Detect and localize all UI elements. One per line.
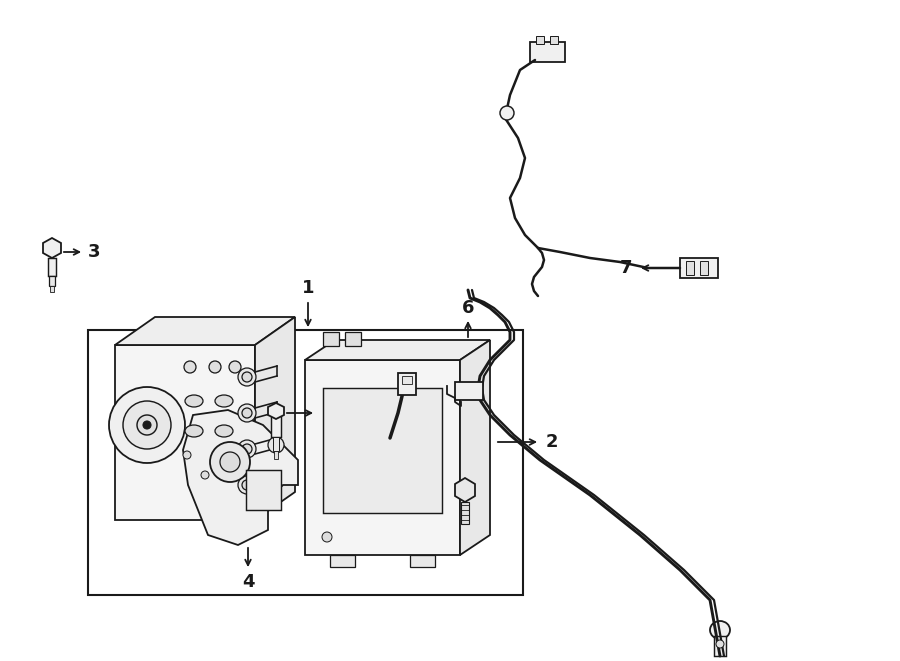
Bar	[305, 360, 460, 555]
Polygon shape	[255, 317, 295, 520]
Polygon shape	[455, 478, 475, 502]
Bar	[714, 636, 726, 656]
Ellipse shape	[185, 395, 203, 407]
Circle shape	[238, 440, 256, 458]
Bar	[402, 376, 412, 384]
Bar	[410, 555, 435, 567]
Bar	[330, 555, 355, 567]
Bar	[550, 36, 558, 44]
Text: 4: 4	[242, 573, 254, 591]
Bar	[88, 330, 523, 595]
Polygon shape	[115, 317, 295, 345]
Bar	[274, 451, 278, 459]
Ellipse shape	[710, 621, 730, 639]
Bar	[680, 258, 718, 278]
Circle shape	[109, 387, 185, 463]
Circle shape	[238, 476, 256, 494]
Bar	[49, 276, 55, 286]
Bar	[686, 261, 694, 275]
Circle shape	[242, 408, 252, 418]
Circle shape	[238, 404, 256, 422]
Circle shape	[201, 471, 209, 479]
Circle shape	[500, 106, 514, 120]
Circle shape	[184, 361, 196, 373]
Polygon shape	[305, 340, 490, 360]
Bar	[323, 332, 339, 346]
Circle shape	[242, 480, 252, 490]
Circle shape	[123, 401, 171, 449]
Bar	[115, 345, 255, 520]
Circle shape	[268, 437, 284, 453]
Ellipse shape	[185, 425, 203, 437]
Polygon shape	[183, 410, 298, 545]
Text: 5: 5	[322, 404, 334, 422]
Bar	[536, 36, 544, 44]
Circle shape	[137, 415, 157, 435]
Polygon shape	[460, 340, 490, 555]
Circle shape	[238, 368, 256, 386]
Circle shape	[242, 444, 252, 454]
Polygon shape	[268, 403, 284, 419]
Circle shape	[716, 640, 724, 648]
Bar	[345, 332, 361, 346]
Bar	[246, 470, 281, 510]
Circle shape	[229, 361, 241, 373]
Text: 6: 6	[462, 299, 474, 317]
Circle shape	[210, 442, 250, 482]
Circle shape	[209, 361, 221, 373]
Ellipse shape	[215, 425, 233, 437]
Circle shape	[220, 452, 240, 472]
Bar	[50, 286, 54, 292]
Bar	[271, 415, 281, 437]
Circle shape	[221, 456, 229, 464]
Circle shape	[322, 532, 332, 542]
Circle shape	[183, 451, 191, 459]
Polygon shape	[43, 238, 61, 258]
Bar	[700, 261, 708, 275]
Bar	[273, 437, 279, 451]
Bar	[48, 258, 56, 276]
Text: 7: 7	[620, 259, 632, 277]
Text: 2: 2	[545, 433, 558, 451]
Bar	[323, 388, 442, 513]
Bar	[455, 382, 483, 400]
Bar	[398, 373, 416, 395]
Circle shape	[242, 372, 252, 382]
Text: 3: 3	[88, 243, 100, 261]
Circle shape	[143, 421, 151, 429]
Ellipse shape	[215, 395, 233, 407]
Bar	[530, 42, 565, 62]
Bar	[461, 502, 469, 524]
Text: 1: 1	[302, 279, 314, 297]
